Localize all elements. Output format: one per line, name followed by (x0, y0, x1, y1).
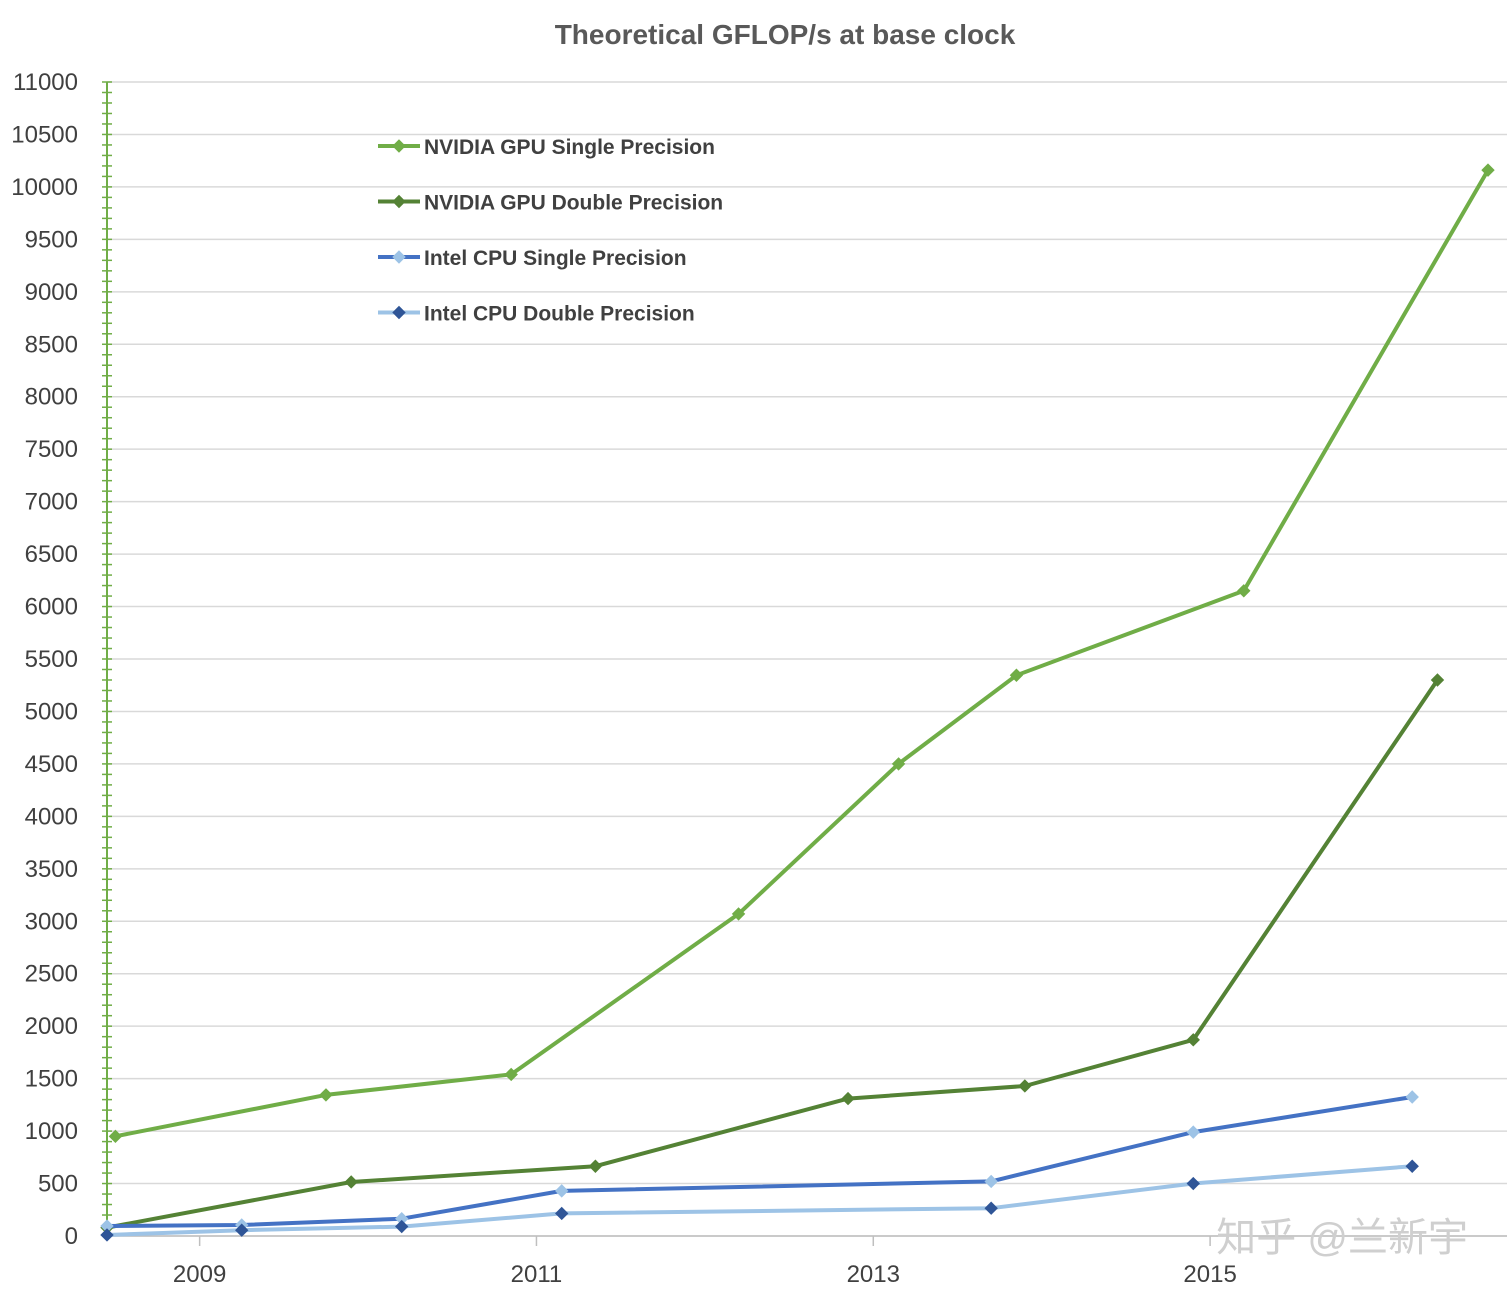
data-point (504, 1067, 518, 1082)
x-tick-label: 2013 (847, 1261, 900, 1288)
legend-label: Intel CPU Double Precision (424, 303, 695, 326)
data-point (841, 1091, 855, 1106)
data-point (1186, 1033, 1200, 1047)
legend-item-2: NVIDIA GPU Double Precision (378, 192, 723, 215)
y-tick-label: 5000 (25, 698, 78, 725)
y-tick-label: 6500 (25, 541, 78, 568)
y-tick-label: 10000 (11, 174, 78, 201)
x-tick-label: 2011 (511, 1261, 563, 1288)
watermark: 知乎 @兰新宇 (1216, 1216, 1468, 1260)
legend-item-1: NVIDIA GPU Single Precision (378, 136, 715, 159)
data-point (731, 907, 746, 921)
series-line (113, 168, 1490, 1139)
data-point (1237, 584, 1251, 598)
y-tick-label: 11000 (13, 69, 78, 96)
y-tick-label: 4500 (25, 751, 78, 778)
y-tick-label: 1500 (25, 1066, 78, 1093)
data-point (1430, 673, 1445, 687)
y-tick-label: 2500 (25, 961, 78, 988)
data-point (1481, 163, 1495, 177)
y-tick-label: 8500 (25, 331, 78, 358)
x-axis: 2009 2011 2013 2015 (107, 1235, 1507, 1288)
y-tick-label: 3000 (25, 908, 78, 935)
data-point (984, 1201, 998, 1215)
legend-item-3: Intel CPU Single Precision (378, 247, 687, 270)
y-tick-label: 8000 (25, 384, 78, 411)
data-point (319, 1088, 333, 1102)
data-point (891, 757, 906, 771)
y-tick-label: 9500 (25, 226, 78, 253)
legend-marker (392, 139, 406, 153)
legend-label: NVIDIA GPU Single Precision (424, 136, 715, 159)
y-axis: 0 500 1000 1500 2000 2500 3000 3500 4000 4500 5000… (11, 69, 112, 1250)
data-point (108, 1129, 123, 1144)
y-tick-label: 9000 (25, 279, 78, 306)
chart-title: Theoretical GFLOP/s at base clock (555, 19, 1016, 50)
series-4 (100, 1159, 1419, 1242)
series-2 (100, 673, 1445, 1235)
y-tick-label: 3500 (25, 856, 78, 883)
y-tick-label: 5500 (25, 646, 78, 673)
data-point (395, 1219, 409, 1234)
data-point (984, 1174, 998, 1189)
data-point (1186, 1125, 1200, 1139)
data-point (1405, 1159, 1419, 1173)
y-tick-label: 1000 (25, 1118, 78, 1145)
legend-marker (392, 194, 406, 209)
y-tick-label: 500 (38, 1171, 78, 1198)
y-tick-label: 2000 (25, 1013, 78, 1040)
data-point (555, 1206, 569, 1221)
legend-item-4: Intel CPU Double Precision (378, 303, 695, 326)
y-tick-label: 0 (65, 1223, 78, 1250)
data-point (100, 1228, 114, 1242)
data-point (555, 1184, 569, 1198)
y-tick-label: 4000 (25, 803, 78, 830)
series-line (105, 1095, 1415, 1228)
legend: NVIDIA GPU Single Precision NVIDIA GPU Do… (378, 136, 723, 326)
legend-label: Intel CPU Single Precision (424, 247, 687, 270)
data-point (235, 1223, 249, 1237)
data-point (344, 1175, 358, 1189)
series-group (100, 163, 1495, 1242)
y-tick-label: 6000 (25, 594, 78, 621)
y-tick-label: 7000 (25, 489, 78, 516)
gridlines (107, 81, 1507, 1237)
data-point (588, 1159, 603, 1173)
legend-label: NVIDIA GPU Double Precision (424, 192, 723, 215)
data-point (1018, 1079, 1032, 1093)
legend-marker (392, 305, 406, 320)
series-1 (108, 163, 1495, 1144)
data-point (1009, 668, 1024, 682)
legend-marker (392, 250, 406, 264)
series-line (105, 678, 1440, 1230)
data-point (1186, 1176, 1200, 1191)
x-tick-label: 2015 (1183, 1261, 1236, 1288)
y-tick-label: 10500 (11, 121, 78, 148)
y-tick-label: 7500 (25, 436, 78, 463)
x-tick-label: 2009 (173, 1261, 226, 1288)
data-point (1405, 1090, 1419, 1104)
